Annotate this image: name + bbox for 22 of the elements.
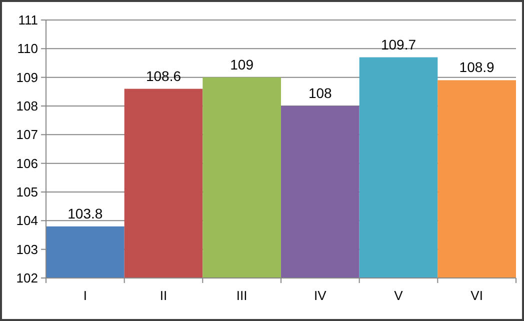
data-label: 108.6 — [146, 68, 182, 84]
data-label: 109 — [230, 56, 254, 72]
x-tick-label: VI — [470, 288, 483, 303]
y-tick-label: 108 — [16, 98, 38, 114]
y-tick-label: 111 — [18, 12, 38, 28]
y-tick-label: 106 — [16, 156, 38, 171]
y-tick-label: 105 — [16, 184, 38, 200]
x-tick-label: III — [236, 288, 248, 303]
x-tick-label: V — [394, 288, 404, 303]
x-tick-label: II — [160, 288, 168, 303]
data-label: 108 — [308, 85, 332, 101]
y-tick-label: 110 — [17, 41, 38, 56]
y-tick-label: 107 — [16, 127, 38, 142]
x-tick-label: I — [83, 288, 87, 303]
data-label: 108.9 — [459, 59, 495, 76]
data-label: 103.8 — [68, 205, 103, 222]
y-tick-label: 104 — [16, 213, 38, 228]
y-tick-label: 103 — [16, 242, 38, 257]
y-tick-label: 109 — [16, 70, 38, 85]
x-tick-label: IV — [314, 288, 327, 303]
y-tick-label: 102 — [16, 270, 38, 286]
data-label: 109.7 — [380, 36, 416, 52]
